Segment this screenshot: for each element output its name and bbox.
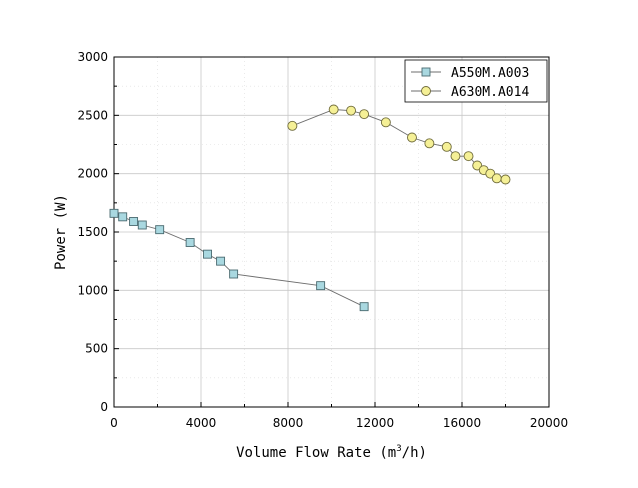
x-axis-label: Volume Flow Rate (m3/h) xyxy=(236,444,427,461)
legend-entry: A550M.A003 xyxy=(411,66,529,81)
data-point xyxy=(203,249,212,259)
x-tick-label: 20000 xyxy=(530,416,568,430)
legend-marker xyxy=(421,67,431,77)
data-point xyxy=(287,120,298,131)
data-point xyxy=(118,212,128,222)
x-axis-label-superscript: 3 xyxy=(396,444,401,454)
y-tick-label: 1000 xyxy=(77,283,108,297)
y-tick-label: 2000 xyxy=(77,167,108,181)
data-point xyxy=(450,151,461,162)
series-1 xyxy=(287,104,511,185)
legend-label: A550M.A003 xyxy=(451,66,529,81)
data-point xyxy=(109,208,119,218)
axis-ticks: 0 4000 8000 12000 16000 20000 0 500 1000 1500 2000… xyxy=(77,50,568,430)
legend-label: A630M.A014 xyxy=(451,85,529,100)
data-point xyxy=(346,105,357,116)
data-point xyxy=(380,117,391,128)
data-point xyxy=(185,238,195,247)
series-layer xyxy=(109,104,511,312)
data-point xyxy=(155,225,165,235)
y-axis-label: Power (W) xyxy=(53,194,69,270)
x-tick-label: 0 xyxy=(110,416,118,430)
series-line xyxy=(113,212,365,308)
y-tick-label: 0 xyxy=(100,400,108,414)
data-point xyxy=(500,174,511,185)
y-tick-label: 2500 xyxy=(77,108,108,122)
x-tick-label: 12000 xyxy=(356,416,394,430)
data-point xyxy=(129,217,139,226)
data-point xyxy=(359,109,370,120)
series-0 xyxy=(109,208,369,312)
y-tick-label: 500 xyxy=(85,342,108,356)
y-tick-label: 3000 xyxy=(77,50,108,64)
data-point xyxy=(491,173,502,184)
y-tick-label: 1500 xyxy=(77,225,108,239)
data-point xyxy=(359,302,369,312)
legend-marker xyxy=(421,86,431,96)
data-point xyxy=(463,151,474,162)
x-tick-label: 4000 xyxy=(186,416,217,430)
x-tick-label: 16000 xyxy=(443,416,481,430)
grid xyxy=(114,57,549,407)
x-tick-label: 8000 xyxy=(273,416,304,430)
data-point xyxy=(328,104,339,115)
data-point xyxy=(137,220,147,230)
legend: A550M.A003 A630M.A014 xyxy=(404,59,548,103)
data-point xyxy=(441,141,452,152)
x-axis-label-end: /h) xyxy=(402,445,427,461)
data-point xyxy=(407,132,417,143)
legend-entry: A630M.A014 xyxy=(411,85,529,100)
data-point xyxy=(229,269,239,279)
data-point xyxy=(316,281,326,291)
data-point xyxy=(216,256,226,266)
data-point xyxy=(424,138,435,149)
